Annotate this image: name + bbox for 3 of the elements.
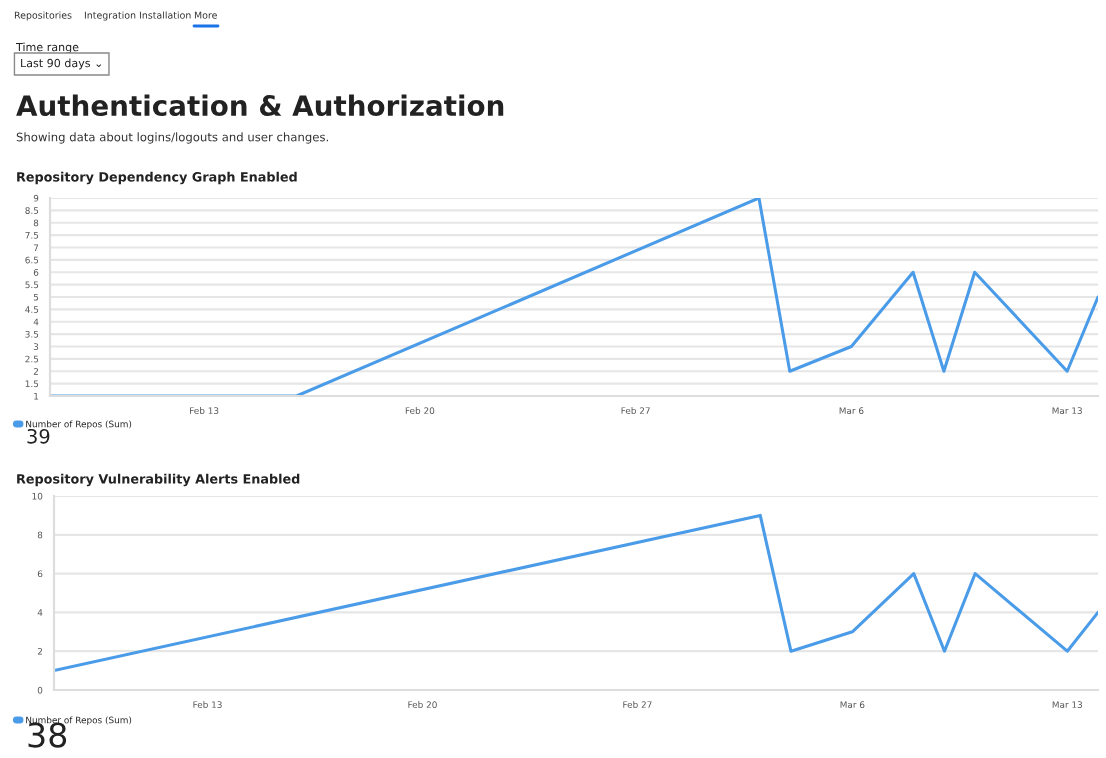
text: 38 (28, 722, 67, 748)
text: Authentication & Authorization (16, 94, 504, 117)
text: 39 (27, 428, 50, 444)
